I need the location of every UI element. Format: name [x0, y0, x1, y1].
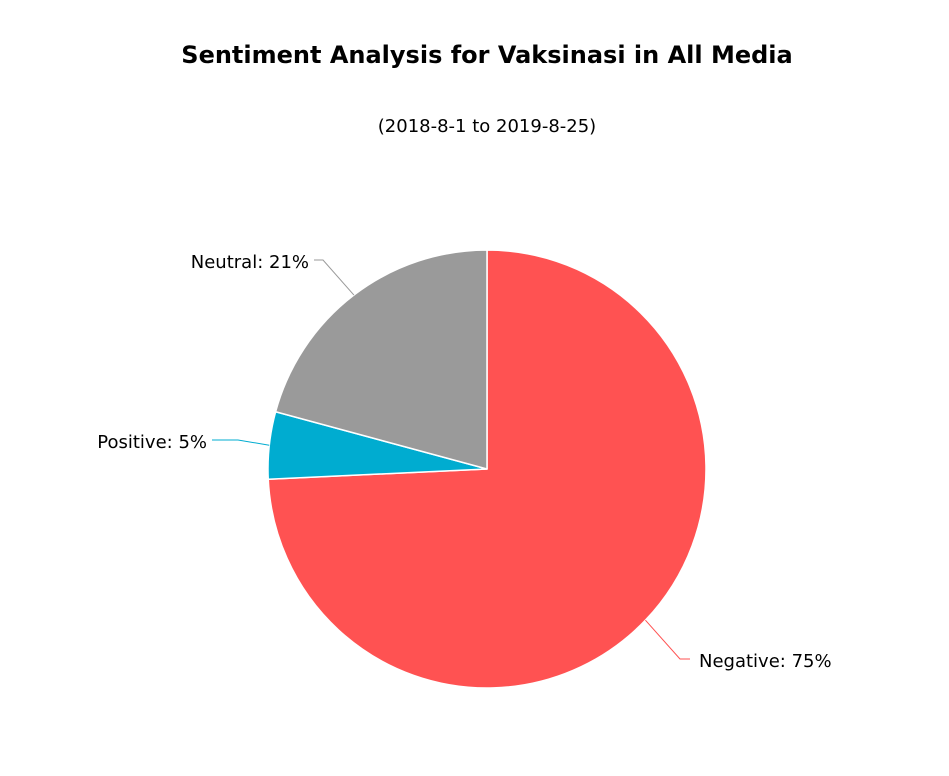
slice-label-neutral: Neutral: 21% [191, 252, 309, 273]
chart-title: Sentiment Analysis for Vaksinasi in All … [181, 41, 792, 69]
connector-negative [645, 619, 690, 660]
slice-label-negative: Negative: 75% [699, 651, 832, 672]
pie-slice-neutral[interactable] [274, 249, 488, 470]
label-connectors [212, 259, 690, 660]
slice-label-positive: Positive: 5% [97, 432, 207, 453]
connector-positive [212, 439, 270, 446]
connector-neutral [314, 259, 355, 296]
slice-labels: Negative: 75% Positive: 5% Neutral: 21% [97, 252, 831, 672]
pie-slices [267, 249, 707, 689]
chart-subtitle: (2018-8-1 to 2019-8-25) [378, 116, 596, 137]
